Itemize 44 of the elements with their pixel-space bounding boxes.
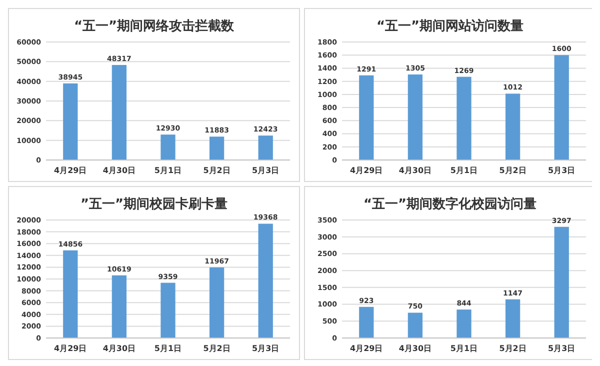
x-tick-label: 5月1日: [154, 166, 182, 175]
chart-title: ”五一”期间校园卡刷卡量: [80, 196, 228, 212]
chart-title: “五一”期间网络攻击拦截数: [74, 18, 236, 34]
bar: [505, 94, 520, 160]
x-tick-label: 5月1日: [450, 344, 478, 353]
x-tick-label: 5月2日: [499, 344, 526, 353]
x-tick-label: 4月30日: [398, 166, 432, 175]
x-tick-label: 4月29日: [350, 166, 383, 175]
x-tick-label: 5月3日: [548, 344, 576, 353]
bar: [160, 282, 176, 338]
x-tick-label: 5月3日: [548, 166, 576, 175]
bar: [408, 312, 423, 338]
x-tick-label: 4月30日: [398, 344, 432, 353]
x-tick-label: 5月2日: [203, 166, 230, 175]
bar: [456, 310, 472, 338]
bar: [63, 250, 78, 338]
x-tick-label: 4月30日: [102, 344, 136, 353]
x-tick-label: 5月3日: [252, 344, 280, 353]
bar: [456, 76, 472, 160]
x-tick-label: 5月2日: [499, 166, 526, 175]
bar: [63, 83, 78, 160]
chart-title: “五一”期间网站访问数量: [376, 18, 524, 34]
bar: [209, 136, 224, 160]
x-tick-label: 4月30日: [102, 166, 136, 175]
bar: [505, 299, 520, 338]
bar: [112, 275, 127, 338]
x-tick-label: 5月2日: [203, 344, 230, 353]
x-tick-label: 5月1日: [154, 344, 182, 353]
chart-title: “五一”期间数字化校园访问量: [363, 196, 537, 212]
x-tick-label: 5月1日: [450, 166, 478, 175]
bar: [112, 64, 127, 160]
bar: [359, 306, 374, 338]
bar: [160, 134, 176, 160]
bar: [554, 226, 569, 338]
x-tick-label: 4月29日: [350, 344, 383, 353]
x-tick-label: 4月29日: [54, 166, 87, 175]
bar: [258, 224, 273, 338]
bar: [554, 55, 569, 160]
bar: [408, 74, 423, 160]
x-tick-label: 4月29日: [54, 344, 87, 353]
bar: [209, 267, 224, 338]
x-tick-label: 5月3日: [252, 166, 280, 175]
bar: [258, 136, 273, 160]
bar: [359, 75, 374, 160]
